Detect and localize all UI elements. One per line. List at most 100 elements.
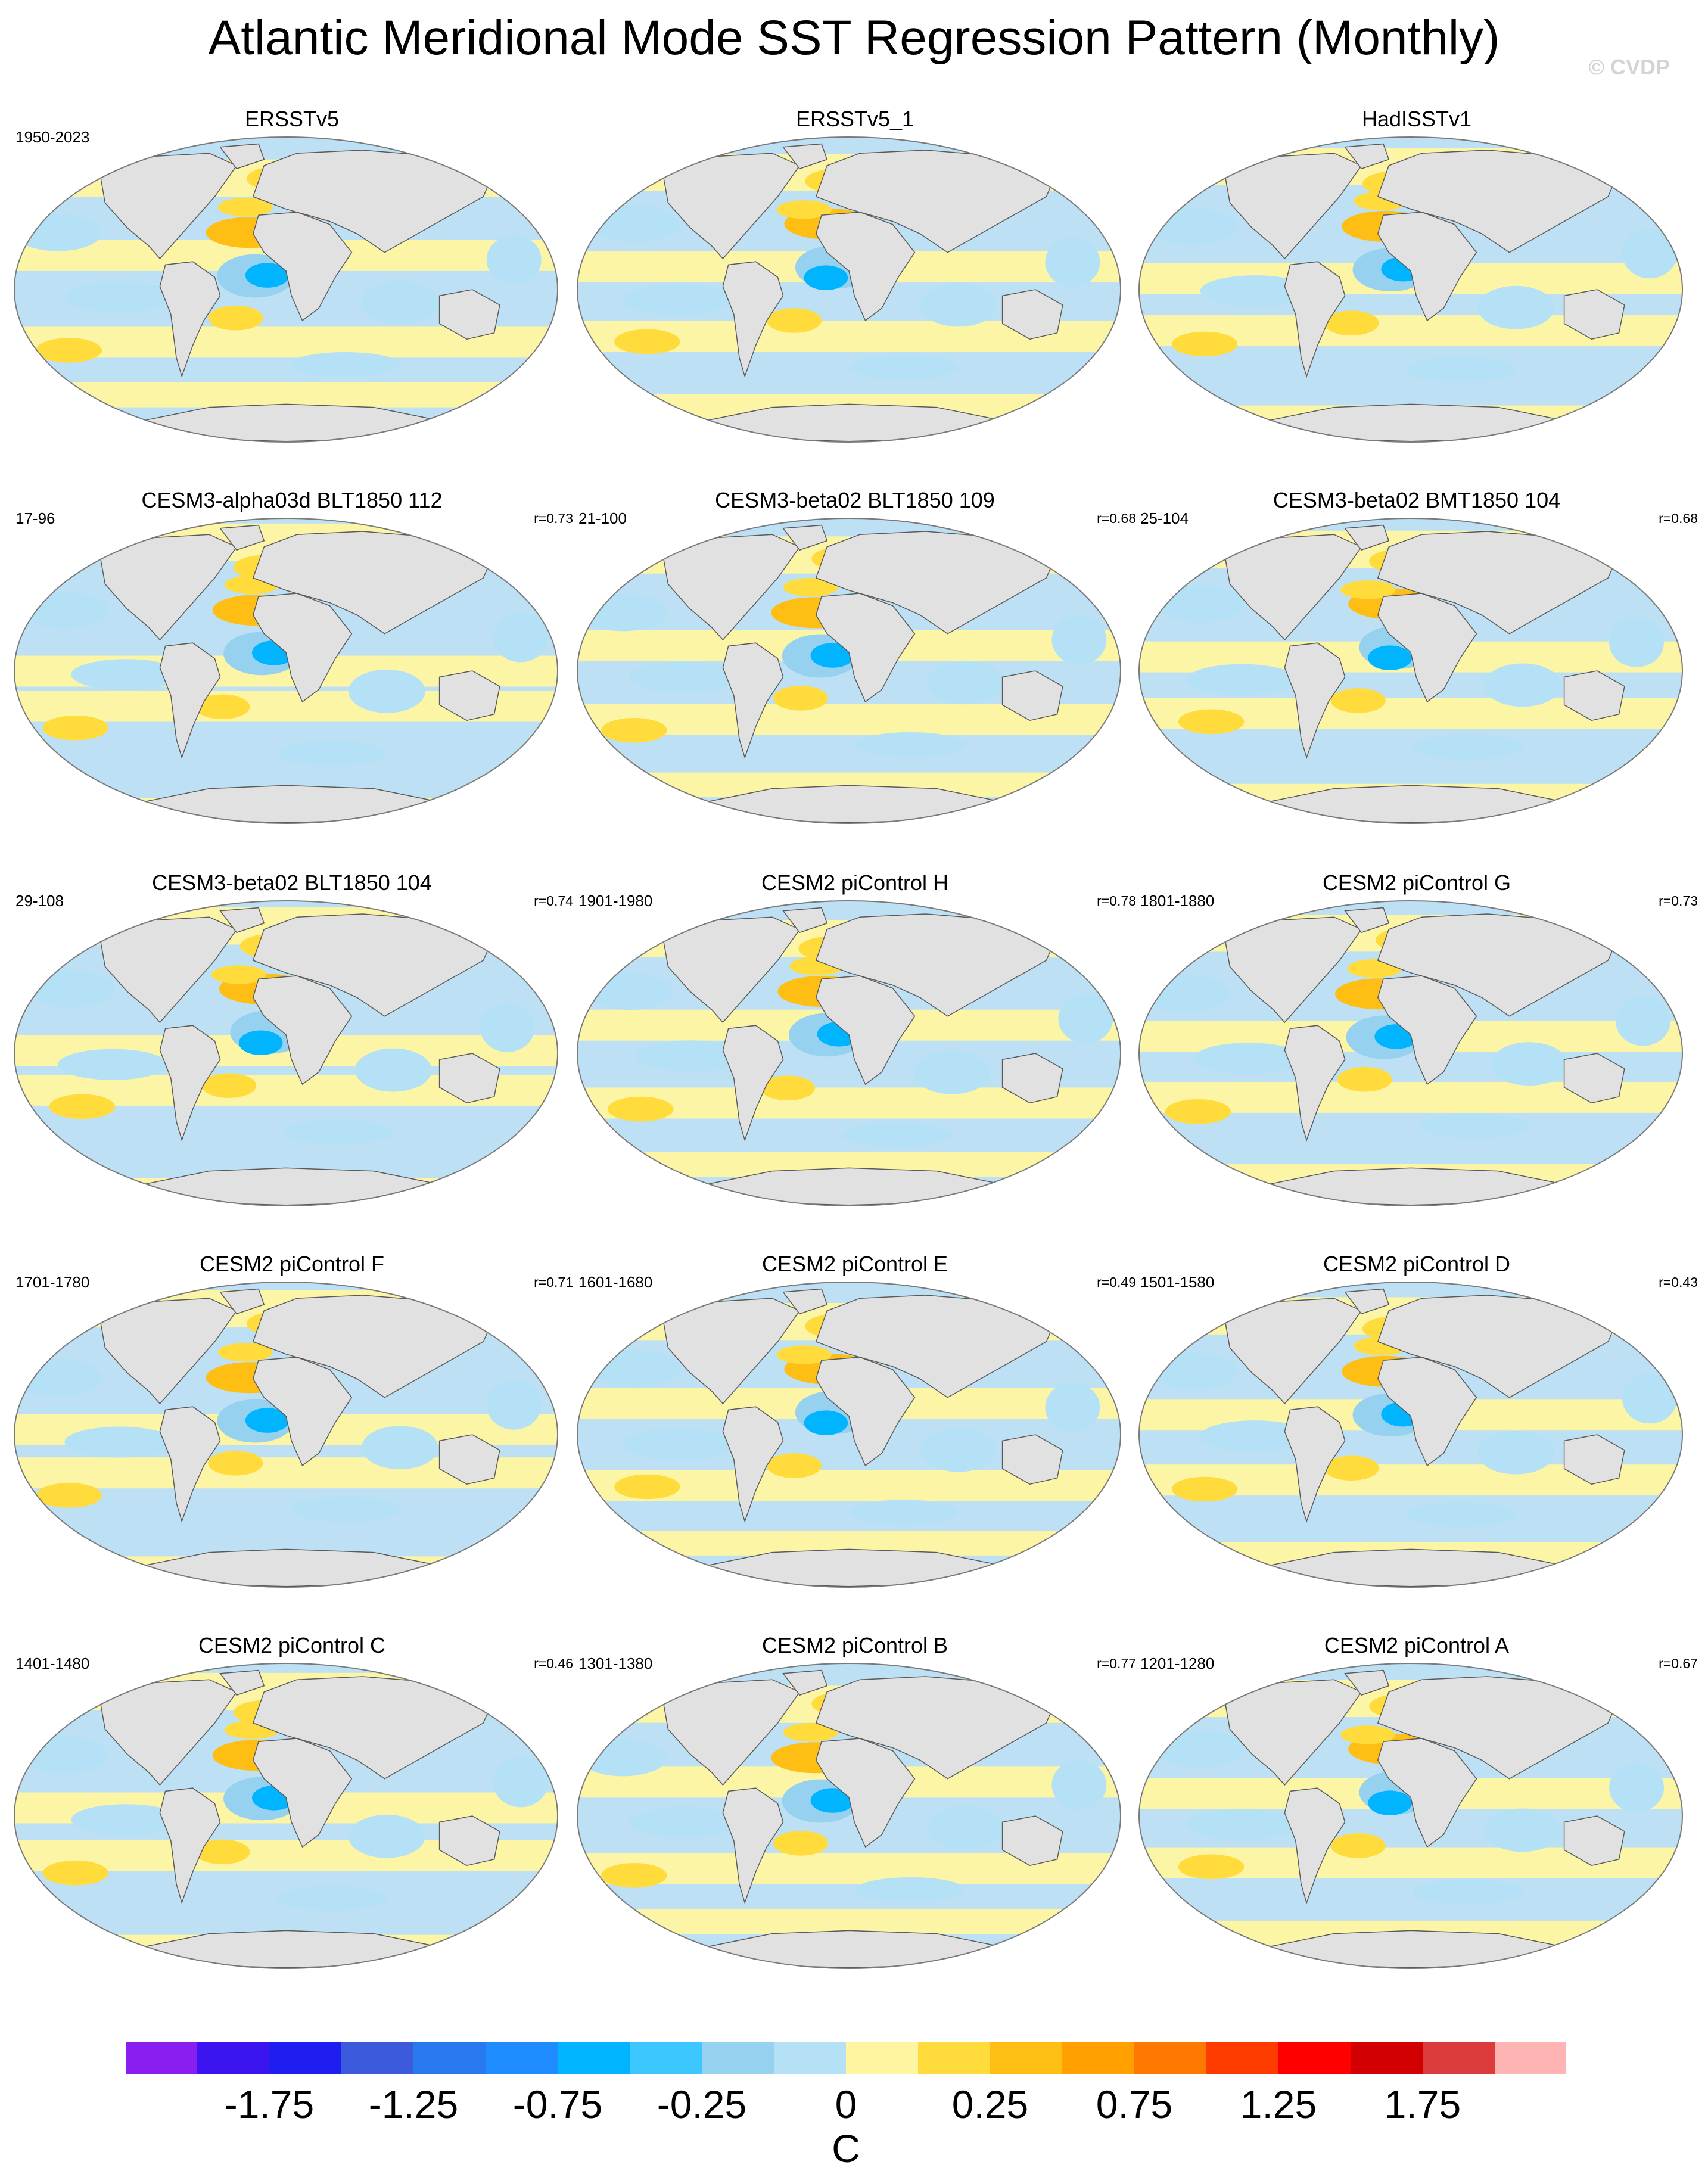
- landmass-australia: [438, 1815, 500, 1866]
- colorbar-tick-label: -1.25: [368, 2082, 459, 2126]
- panel-correlation: r=0.77: [1097, 1656, 1136, 1671]
- landmass-africa: [815, 1738, 916, 1848]
- panel-correlation: r=0.73: [534, 511, 573, 526]
- map-border: [1138, 1663, 1683, 1969]
- colorbar-tick-label: 0: [835, 2082, 857, 2126]
- sst-anomaly-region: [348, 669, 425, 713]
- sst-anomaly-region: [1477, 285, 1554, 329]
- map-border: [577, 1282, 1121, 1588]
- colorbar-tick-label: -0.75: [512, 2082, 603, 2126]
- sst-anomaly-region: [623, 1429, 733, 1460]
- landmass-greenland: [782, 907, 828, 934]
- panel-years: 1501-1580: [1140, 1273, 1215, 1291]
- panel-years: 1901-1980: [578, 892, 653, 910]
- world-map-icon: [577, 136, 1121, 443]
- landmass-samerica: [1284, 1787, 1346, 1905]
- landmass-africa: [1377, 975, 1477, 1086]
- map-panel: ERSSTv5_1: [575, 106, 1135, 487]
- sst-anomaly-region: [776, 200, 832, 219]
- landmass-eurasia: [815, 1676, 1058, 1780]
- map-panel: CESM3-beta02 BLT1850 109 21-100 r=0.68: [575, 487, 1136, 869]
- landmass-namerica: [662, 534, 801, 641]
- map-panel: HadISSTv1: [1137, 106, 1697, 487]
- sst-anomaly-region: [1045, 1382, 1100, 1432]
- landmass-namerica: [1224, 534, 1362, 641]
- map-border: [577, 136, 1121, 443]
- landmass-africa: [815, 212, 916, 322]
- landmass-greenland: [782, 143, 828, 170]
- sst-anomaly-region: [71, 1804, 181, 1836]
- sst-anomaly-region: [195, 694, 250, 720]
- colorbar-swatch: [1278, 2041, 1351, 2075]
- landmass-eurasia: [252, 1676, 495, 1780]
- sst-anomaly-region: [208, 306, 263, 331]
- sst-anomaly-region: [1045, 237, 1100, 287]
- map-border: [577, 1663, 1121, 1969]
- panel-title: CESM2 piControl G: [1322, 870, 1511, 895]
- landmass-samerica: [1284, 1025, 1346, 1142]
- sst-anomaly-region: [27, 970, 115, 1007]
- landmass-namerica: [99, 153, 238, 260]
- sst-anomaly-region: [849, 354, 959, 380]
- panel-years: 25-104: [1140, 509, 1189, 527]
- landmass-samerica: [722, 1406, 784, 1523]
- panel-title: CESM2 piControl B: [761, 1633, 948, 1657]
- map-panel: CESM2 piControl H 1901-1980 r=0.78: [575, 870, 1136, 1251]
- sst-anomaly-region: [783, 1723, 838, 1742]
- sst-anomaly-region: [1051, 615, 1107, 665]
- landmass-greenland: [1344, 524, 1390, 551]
- world-map-icon: [1138, 518, 1683, 824]
- landmass-eurasia: [1377, 1676, 1620, 1780]
- sst-anomaly-region: [486, 235, 542, 285]
- sst-anomaly-region: [804, 1410, 848, 1435]
- world-map-icon: [1138, 136, 1683, 443]
- sst-anomaly-region: [1058, 994, 1113, 1044]
- sst-anomaly-region: [20, 1736, 108, 1774]
- landmass-australia: [1001, 1815, 1063, 1866]
- landmass-samerica: [159, 1025, 221, 1142]
- sst-anomaly-region: [810, 1788, 855, 1813]
- panel-years: 1201-1280: [1140, 1654, 1215, 1672]
- landmass-africa: [815, 593, 916, 703]
- sst-anomaly-region: [804, 265, 848, 290]
- colorbar-swatch: [125, 2041, 198, 2075]
- colorbar-tick-label: 0.75: [1096, 2082, 1173, 2126]
- landmass-namerica: [662, 153, 801, 260]
- landmass-eurasia: [1377, 150, 1620, 253]
- panel-years: 1301-1380: [578, 1654, 653, 1672]
- landmass-greenland: [1344, 1669, 1390, 1696]
- world-map-icon: [577, 1282, 1121, 1588]
- map-border: [14, 1282, 558, 1588]
- sst-anomaly-region: [486, 1380, 542, 1430]
- sst-anomaly-region: [1406, 1502, 1516, 1527]
- landmass-australia: [438, 1053, 500, 1103]
- sst-anomaly-region: [493, 612, 548, 663]
- sst-anomaly-region: [14, 1359, 102, 1397]
- colorbar-tick-label: 1.25: [1240, 2082, 1317, 2126]
- sst-anomaly-region: [362, 281, 438, 325]
- sst-anomaly-region: [284, 1119, 394, 1144]
- colorbar-swatch: [918, 2041, 991, 2075]
- landmass-namerica: [1224, 1298, 1362, 1405]
- sst-anomaly-region: [1330, 1833, 1386, 1858]
- panel-correlation: r=0.71: [534, 1274, 573, 1290]
- landmass-samerica: [159, 261, 221, 378]
- sst-anomaly-region: [245, 263, 290, 288]
- sst-anomaly-region: [1419, 1113, 1529, 1139]
- landmass-australia: [1563, 1053, 1625, 1103]
- colorbar-unit: C: [832, 2126, 860, 2170]
- landmass-africa: [815, 975, 916, 1086]
- landmass-namerica: [99, 534, 238, 641]
- sst-anomaly-region: [926, 1806, 1004, 1850]
- landmass-africa: [252, 1357, 353, 1467]
- sst-anomaly-region: [767, 1453, 822, 1478]
- sst-anomaly-region: [1616, 996, 1671, 1046]
- landmass-australia: [1001, 1434, 1063, 1485]
- landmass-africa: [815, 1357, 916, 1467]
- map-panel: CESM2 piControl G 1801-1880 r=0.73: [1137, 870, 1698, 1251]
- landmass-samerica: [1284, 642, 1346, 760]
- map-panel: CESM2 piControl D 1501-1580 r=0.43: [1137, 1251, 1698, 1632]
- panel-years: 17-96: [15, 509, 55, 527]
- landmass-samerica: [159, 642, 221, 760]
- landmass-africa: [1377, 212, 1477, 322]
